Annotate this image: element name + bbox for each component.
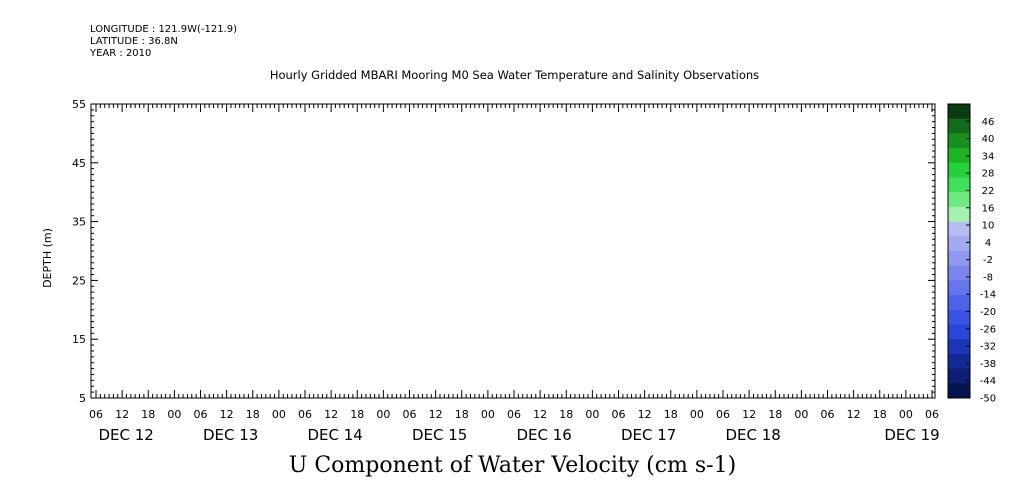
colorbar-label: 10: [982, 221, 995, 232]
chart-title: Hourly Gridded MBARI Mooring M0 Sea Wate…: [269, 68, 760, 82]
colorbar-swatch: [948, 353, 970, 370]
colorbar-label: -26: [980, 324, 996, 335]
x-day-label: DEC 14: [307, 426, 362, 444]
year-label: YEAR : 2010: [90, 48, 152, 59]
colorbar-swatch: [948, 118, 970, 134]
y-axis: 5 15 25 35 45 55: [72, 98, 935, 405]
colorbar-label: 4: [985, 238, 991, 249]
x-tick-label: 18: [559, 408, 573, 421]
x-tick-label: 00: [376, 408, 390, 421]
x-axis-label: U Component of Water Velocity (cm s-1): [288, 453, 737, 478]
y-tick-label: 55: [72, 98, 86, 111]
y-tick-label: 45: [72, 157, 86, 170]
latitude-label: LATITUDE : 36.8N: [90, 36, 178, 47]
colorbar-label: -20: [980, 307, 996, 318]
y-tick-label: 5: [79, 392, 86, 405]
colorbar-frame: [947, 103, 971, 399]
x-tick-label: 00: [585, 408, 599, 421]
x-tick-label: 06: [612, 408, 626, 421]
colorbar-label: -50: [980, 394, 996, 405]
x-tick-label: 00: [794, 408, 808, 421]
x-tick-label: 18: [350, 408, 364, 421]
colorbar-label: 28: [982, 169, 995, 180]
x-tick-label: 18: [664, 408, 678, 421]
colorbar-swatch: [948, 309, 970, 325]
colorbar-label: -8: [983, 272, 993, 283]
colorbar-swatch: [948, 162, 970, 178]
colorbar-label: 34: [982, 151, 995, 162]
x-tick-label: 06: [403, 408, 417, 421]
x-tick-label: 18: [768, 408, 782, 421]
x-tick-label: 12: [429, 408, 443, 421]
colorbar-swatch: [948, 206, 970, 223]
x-day-label: DEC 18: [725, 426, 780, 444]
colorbar-swatch: [948, 383, 970, 399]
colorbar-swatch: [948, 280, 970, 296]
x-tick-label: 06: [298, 408, 312, 421]
x-tick-label: 06: [194, 408, 208, 421]
colorbar-swatch: [948, 236, 970, 252]
x-tick-label: 12: [638, 408, 652, 421]
x-day-label: DEC 15: [412, 426, 467, 444]
colorbar-swatch: [948, 192, 970, 208]
colorbar-swatch: [948, 133, 970, 149]
colorbar-swatch: [948, 265, 970, 281]
x-tick-label: 00: [272, 408, 286, 421]
colorbar-label: -2: [983, 255, 993, 266]
colorbar-label: -32: [980, 342, 996, 353]
x-tick-label: 06: [716, 408, 730, 421]
x-tick-label: 12: [115, 408, 129, 421]
colorbar-swatch: [948, 104, 970, 120]
colorbar-label: 16: [982, 203, 995, 214]
x-tick-label: 00: [481, 408, 495, 421]
colorbar-label: 22: [982, 186, 995, 197]
x-tick-label: 18: [455, 408, 469, 421]
x-day-label: DEC 13: [203, 426, 258, 444]
x-tick-label: 06: [89, 408, 103, 421]
colorbar-swatch: [948, 368, 970, 384]
colorbar-swatch: [948, 148, 970, 164]
colorbar-label: 40: [982, 134, 995, 145]
x-tick-label: 12: [742, 408, 756, 421]
y-tick-label: 15: [72, 333, 86, 346]
y-tick-label: 25: [72, 274, 86, 287]
x-tick-label: 06: [925, 408, 939, 421]
x-day-label: DEC 17: [621, 426, 676, 444]
x-tick-label: 06: [821, 408, 835, 421]
x-tick-label: 12: [324, 408, 338, 421]
colorbar-label: 46: [982, 117, 995, 128]
colorbar-label: -38: [980, 359, 996, 370]
x-day-label: DEC 19: [884, 426, 939, 444]
colorbar-swatch: [948, 339, 970, 355]
x-tick-label: 00: [690, 408, 704, 421]
colorbar-swatch: [948, 295, 970, 311]
x-tick-label: 00: [167, 408, 181, 421]
x-axis: 06 12 18 00 06 12 18 00 06 12 18 00 06 12 18 00 06 12 18 00…: [89, 104, 940, 444]
plot-background: [91, 104, 935, 398]
x-tick-label: 12: [533, 408, 547, 421]
y-axis-label: DEPTH (m): [41, 228, 54, 288]
x-tick-label: 12: [220, 408, 234, 421]
colorbar-swatch: [948, 221, 970, 237]
x-tick-label: 18: [873, 408, 887, 421]
longitude-label: LONGITUDE : 121.9W(-121.9): [90, 24, 237, 35]
x-tick-label: 06: [507, 408, 521, 421]
colorbar-label: -44: [980, 376, 996, 387]
x-day-label: DEC 16: [516, 426, 571, 444]
x-tick-label: 00: [899, 408, 913, 421]
colorbar-swatch: [948, 251, 970, 267]
x-tick-label: 18: [141, 408, 155, 421]
colorbar: 46 40 34 28 22 16 10 4 -2 -8 -14 -20 -26 -32 -38 -44 -50: [947, 103, 996, 405]
y-tick-label: 35: [72, 216, 86, 229]
colorbar-swatch: [948, 177, 970, 193]
colorbar-label: -14: [980, 290, 996, 301]
x-day-label: DEC 12: [98, 426, 153, 444]
x-tick-label: 12: [847, 408, 861, 421]
x-tick-label: 18: [246, 408, 260, 421]
colorbar-swatch: [948, 324, 970, 340]
